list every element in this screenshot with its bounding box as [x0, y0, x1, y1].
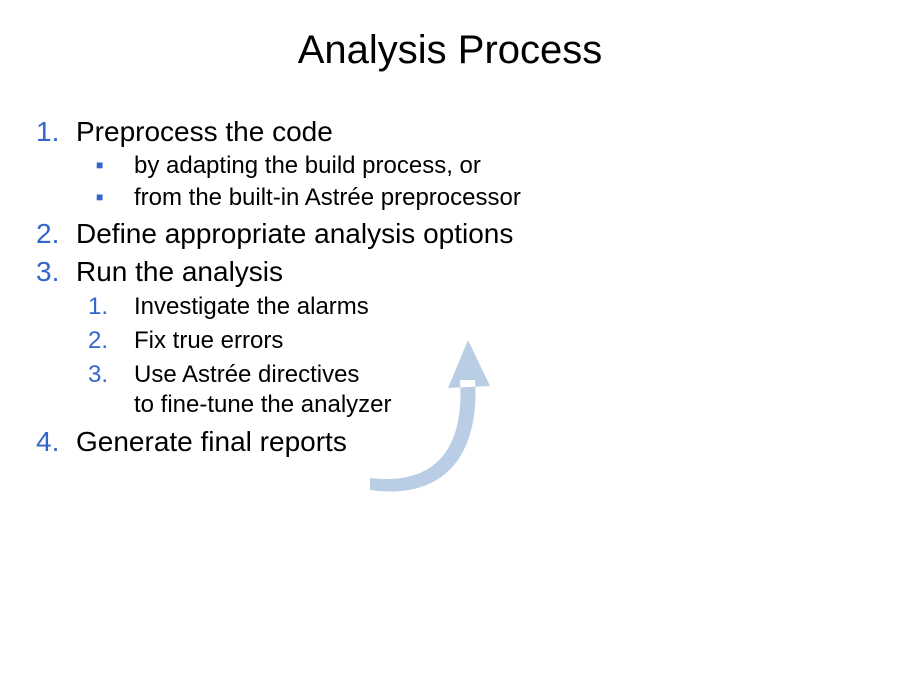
step-2: 2. Define appropriate analysis options — [30, 218, 870, 250]
step-3-sub-2: 2. Fix true errors — [88, 326, 870, 356]
step-3-sub-2-text: Fix true errors — [134, 326, 870, 356]
step-3: 3. Run the analysis — [30, 256, 870, 288]
slide: Analysis Process 1. Preprocess the code … — [0, 0, 900, 674]
step-1-sub-1-text: by adapting the build process, or — [134, 152, 870, 180]
step-4-text: Generate final reports — [76, 426, 870, 458]
step-1-text: Preprocess the code — [76, 116, 870, 148]
step-2-number: 2. — [30, 218, 76, 250]
bullet-icon: ■ — [88, 158, 134, 172]
step-3-sub-3: 3. Use Astrée directives to fine-tune th… — [88, 360, 870, 420]
step-1-sub-1: ■ by adapting the build process, or — [88, 152, 870, 180]
step-1: 1. Preprocess the code — [30, 116, 870, 148]
step-3-sub-1: 1. Investigate the alarms — [88, 292, 870, 322]
step-4: 4. Generate final reports — [30, 426, 870, 458]
step-3-text: Run the analysis — [76, 256, 870, 288]
step-1-number: 1. — [30, 116, 76, 148]
step-1-sub-2: ■ from the built-in Astrée preprocessor — [88, 184, 870, 212]
step-1-sub-2-text: from the built-in Astrée preprocessor — [134, 184, 870, 212]
step-3-sub-2-number: 2. — [88, 327, 134, 355]
step-2-text: Define appropriate analysis options — [76, 218, 870, 250]
slide-title: Analysis Process — [0, 28, 900, 73]
slide-body: 1. Preprocess the code ■ by adapting the… — [30, 110, 870, 462]
step-3-number: 3. — [30, 256, 76, 288]
step-3-sub-1-text: Investigate the alarms — [134, 292, 870, 322]
step-4-number: 4. — [30, 426, 76, 458]
step-3-sub-3-text: Use Astrée directives to fine-tune the a… — [134, 360, 870, 420]
step-3-sub-1-number: 1. — [88, 293, 134, 321]
bullet-icon: ■ — [88, 190, 134, 204]
step-3-sub-3-number: 3. — [88, 361, 134, 389]
